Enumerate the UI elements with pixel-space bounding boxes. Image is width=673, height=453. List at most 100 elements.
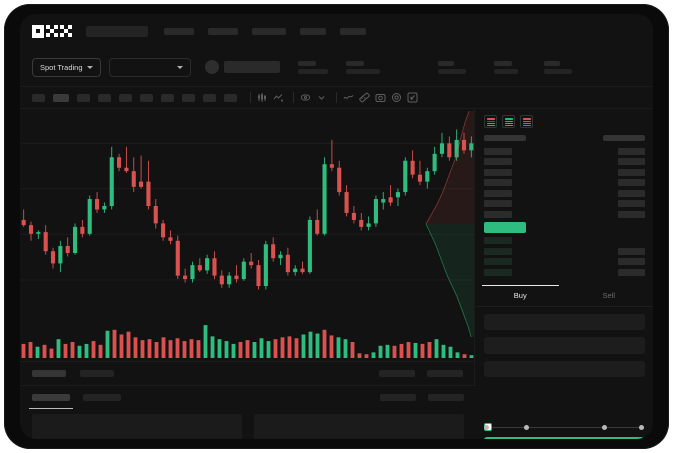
logo-letter-k — [46, 24, 58, 38]
timeframe-4[interactable] — [119, 93, 132, 102]
order-book-ask-row[interactable] — [484, 209, 645, 220]
total-field[interactable] — [484, 361, 645, 377]
okx-logo-icon[interactable] — [32, 24, 74, 38]
stat-label — [493, 60, 512, 66]
chart-footer-button-1[interactable] — [427, 370, 463, 377]
ask-price — [618, 158, 645, 166]
book-asks-icon[interactable] — [520, 115, 533, 128]
ruler-icon[interactable] — [358, 92, 370, 104]
timeframe-0[interactable] — [32, 93, 45, 102]
ticker-stat-0 — [297, 60, 328, 74]
stat-value — [493, 68, 518, 74]
nav-items — [164, 27, 366, 35]
order-book-ask-row[interactable] — [484, 146, 645, 157]
order-book-ask-row[interactable] — [484, 167, 645, 178]
orders-list — [32, 414, 464, 439]
orders-panel-button-1[interactable] — [428, 394, 464, 401]
submit-buy-button[interactable] — [484, 437, 644, 439]
price-field[interactable] — [484, 314, 645, 330]
timeframe-9[interactable] — [224, 93, 237, 102]
main-content: Buy Sell — [20, 109, 653, 385]
volume-chart — [21, 325, 474, 358]
ask-size — [484, 158, 512, 166]
spot-trading-dropdown[interactable]: Spot Trading — [32, 57, 101, 77]
spread-value — [484, 222, 526, 233]
order-book-bid-row[interactable] — [484, 267, 645, 278]
book-bids-icon[interactable] — [502, 115, 515, 128]
book-header-left — [484, 135, 526, 141]
ask-price — [618, 200, 645, 208]
chart-toolbar — [20, 87, 653, 109]
chevron-down-icon[interactable] — [315, 92, 327, 104]
slider-node-25[interactable] — [524, 424, 529, 430]
candlestick-chart[interactable] — [20, 109, 475, 299]
timeframe-8[interactable] — [203, 93, 216, 102]
fullscreen-icon[interactable] — [406, 92, 418, 104]
ask-size — [484, 147, 512, 155]
order-book-bid-row[interactable] — [484, 257, 645, 268]
tab-buy[interactable]: Buy — [476, 285, 565, 306]
ticker-bar: Spot Trading — [20, 48, 653, 87]
amount-field[interactable] — [484, 337, 645, 354]
ask-price — [618, 168, 645, 176]
orders-tab-0[interactable] — [29, 394, 73, 409]
order-book-bid-row[interactable] — [484, 236, 645, 247]
tab-sell-label: Sell — [602, 291, 615, 300]
line-chart-icon[interactable] — [272, 92, 284, 104]
pair-avatar — [204, 60, 219, 74]
bar-chart-icon[interactable] — [299, 92, 311, 104]
timeframe-5[interactable] — [140, 93, 153, 102]
order-book-bid-row[interactable] — [484, 246, 645, 257]
orders-panel-button-0[interactable] — [380, 394, 416, 401]
tab-sell[interactable]: Sell — [565, 285, 654, 306]
chart-tab-1[interactable] — [80, 370, 114, 377]
spot-trading-label: Spot Trading — [40, 62, 83, 72]
nav-item-4[interactable] — [340, 27, 366, 35]
ticker-stat-2 — [437, 60, 466, 74]
price-chart-pane[interactable] — [20, 109, 475, 385]
timeframe-3[interactable] — [98, 93, 111, 102]
slider-node-50[interactable] — [484, 424, 489, 430]
gear-icon[interactable] — [390, 92, 402, 104]
order-book-ask-row[interactable] — [484, 188, 645, 199]
timeframe-6[interactable] — [161, 93, 174, 102]
slider-track — [488, 426, 640, 428]
chart-footer-button-0[interactable] — [379, 370, 415, 377]
toolbar-divider — [293, 92, 294, 103]
candlestick-icon[interactable] — [256, 92, 268, 104]
order-book-ask-row[interactable] — [484, 157, 645, 168]
slider-node-100[interactable] — [639, 424, 644, 430]
ask-price — [618, 147, 645, 155]
orders-row[interactable] — [254, 414, 464, 439]
ask-price — [618, 210, 645, 218]
last-price — [223, 61, 280, 73]
nav-item-2[interactable] — [252, 27, 286, 35]
orders-tab-1[interactable] — [83, 394, 121, 401]
nav-item-3[interactable] — [300, 27, 326, 35]
book-both-icon[interactable] — [484, 115, 497, 128]
chart-tab-0[interactable] — [32, 370, 66, 377]
bid-size — [484, 268, 512, 276]
trading-pair-select[interactable] — [108, 57, 191, 77]
stat-label — [297, 60, 316, 66]
order-book-ask-row[interactable] — [484, 178, 645, 189]
chevron-down-icon — [176, 65, 183, 69]
timeframe-7[interactable] — [182, 93, 195, 102]
bid-price — [618, 237, 645, 244]
slider-node-75[interactable] — [602, 424, 607, 430]
nav-item-0[interactable] — [164, 27, 194, 35]
camera-icon[interactable] — [374, 92, 386, 104]
order-book-ask-row[interactable] — [484, 199, 645, 210]
indicator-icon[interactable] — [342, 92, 354, 104]
nav-item-1[interactable] — [208, 27, 238, 35]
ask-price — [618, 179, 645, 187]
timeframe-1[interactable] — [53, 93, 69, 102]
stat-value — [437, 68, 466, 74]
percent-slider[interactable] — [484, 422, 644, 432]
search-input[interactable] — [86, 25, 148, 37]
bid-size — [484, 258, 512, 266]
device-bezel: Spot Trading — [20, 14, 653, 439]
orders-row[interactable] — [32, 414, 242, 439]
timeframe-2[interactable] — [77, 93, 90, 102]
stat-label — [345, 60, 364, 66]
